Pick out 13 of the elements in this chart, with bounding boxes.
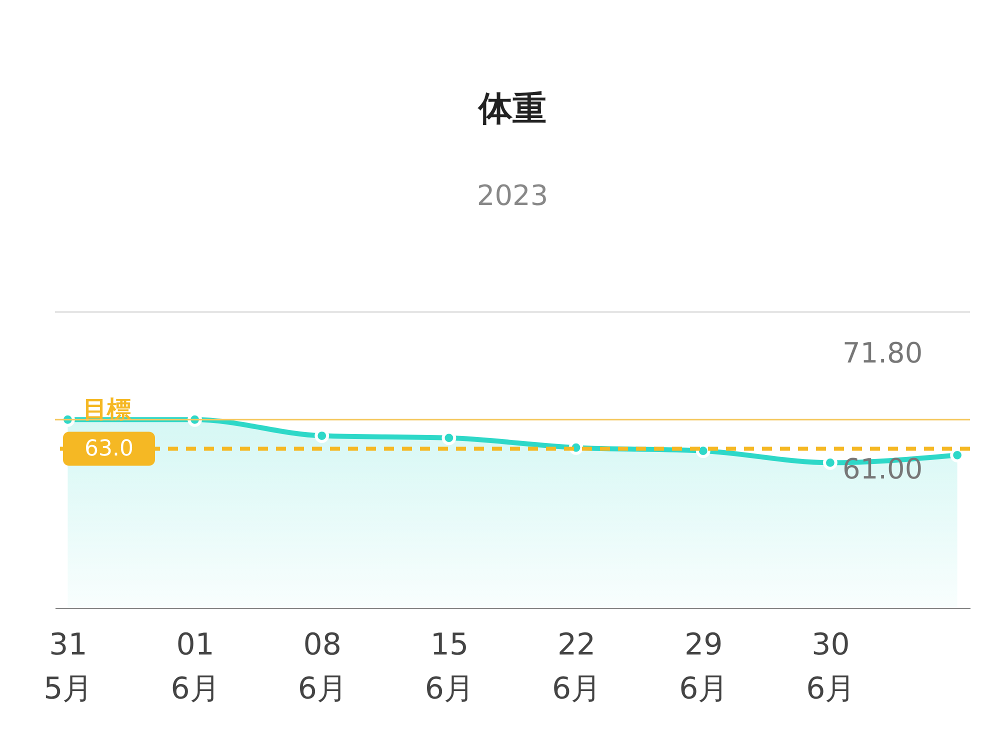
chart-title: 体重 (478, 89, 546, 129)
x-tick-label: 29 6月 (679, 628, 728, 706)
y-tick-label: 61.00 (842, 452, 923, 486)
x-tick-label: 08 6月 (298, 628, 347, 706)
x-tick-label: 31 5月 (44, 628, 93, 706)
y-tick-label: 71.80 (842, 336, 923, 370)
chart-subtitle: 2023 (476, 179, 548, 212)
annotation: 63.0 (84, 436, 134, 462)
x-tick-label: 22 6月 (552, 628, 602, 706)
ref-line-label: 目標 (83, 396, 131, 424)
x-tick-label: 01 6月 (170, 628, 220, 706)
x-tick-label: 30 6月 (806, 628, 856, 706)
x-tick-label: 15 6月 (424, 628, 474, 706)
